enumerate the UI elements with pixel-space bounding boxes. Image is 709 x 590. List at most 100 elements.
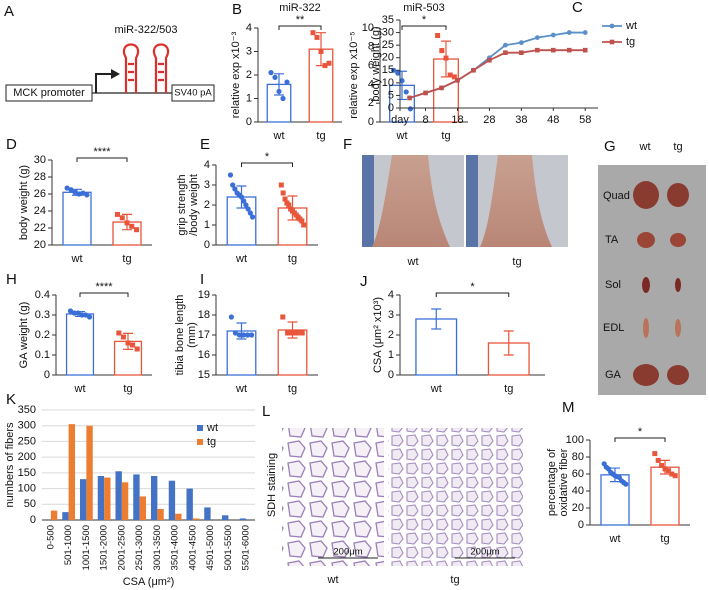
y-axis-label: tibia bone length xyxy=(174,295,186,376)
bar xyxy=(175,513,182,520)
y-tick-label: 4 xyxy=(246,22,252,34)
y-tick-label: 60 xyxy=(572,468,584,480)
hairpin xyxy=(122,43,140,93)
x-tick-label: 1001-1500 xyxy=(81,525,92,570)
y-tick-label: 20 xyxy=(382,52,394,64)
significance-label: * xyxy=(265,151,270,163)
y-axis-label: percentage of xyxy=(546,448,558,516)
row-label: EDL xyxy=(603,322,624,334)
y-tick-label: 0 xyxy=(388,369,394,381)
data-point xyxy=(86,314,93,320)
y-tick-label: 6 xyxy=(368,60,374,72)
x-tick-label: 5001-5500 xyxy=(223,525,234,570)
data-point xyxy=(423,90,428,96)
mirna-label: miR-322/503 xyxy=(115,24,178,36)
y-tick-label: 350 xyxy=(18,404,36,416)
panel-label: K xyxy=(6,391,16,408)
x-tick-label: 4501-5000 xyxy=(205,525,216,570)
photo-panel: L SDH staining 200μm 200μm wt tg xyxy=(262,403,523,586)
bar xyxy=(150,476,158,520)
y-tick-label: 0.1 xyxy=(35,349,50,361)
data-point xyxy=(119,215,125,221)
data-point xyxy=(68,187,74,193)
x-tick-label: tg xyxy=(660,533,669,545)
bar xyxy=(192,518,200,520)
x-tick-label: tg xyxy=(288,253,297,265)
data-point xyxy=(232,186,238,192)
bar xyxy=(50,510,58,520)
y-axis-label: /body weight xyxy=(188,174,200,236)
x-tick-label: tg xyxy=(504,383,513,395)
legend-marker xyxy=(609,39,615,45)
y-tick-label: 5 xyxy=(388,89,394,101)
data-point xyxy=(672,473,678,479)
photo-label: tg xyxy=(450,574,459,586)
row-label: TA xyxy=(605,234,619,246)
data-point xyxy=(268,70,274,76)
chart-title: miR-322 xyxy=(279,2,321,14)
bar xyxy=(62,512,69,520)
bar xyxy=(277,329,308,376)
series-line xyxy=(409,49,586,99)
data-point xyxy=(659,463,665,468)
significance-label: * xyxy=(638,426,643,438)
x-tick-label: wt xyxy=(273,130,285,142)
bar xyxy=(186,488,193,520)
significance-label: * xyxy=(422,14,427,26)
muscle xyxy=(667,183,689,207)
panel-label: J xyxy=(360,273,368,290)
data-point xyxy=(64,185,70,191)
y-tick-label: 1 xyxy=(246,92,252,104)
data-point xyxy=(114,211,120,217)
data-point xyxy=(403,89,409,95)
y-tick-label: 20 xyxy=(34,239,46,251)
tss-arrow xyxy=(95,73,112,93)
photo xyxy=(282,428,384,566)
data-point xyxy=(582,47,588,53)
y-axis-label: relative exp x10⁻⁵ xyxy=(348,31,360,118)
data-point xyxy=(282,196,288,202)
y-tick-label: 28 xyxy=(34,171,46,183)
x-tick-label: 5501-6000 xyxy=(241,525,252,570)
data-point xyxy=(301,222,307,228)
x-tick-label: 501-1000 xyxy=(63,525,74,565)
panel-label: D xyxy=(6,136,17,153)
data-point xyxy=(443,55,449,61)
legend-swatch xyxy=(197,439,203,445)
muscle xyxy=(675,319,681,337)
data-point xyxy=(455,78,460,83)
arrow-head xyxy=(111,69,120,79)
y-tick-label: 0.3 xyxy=(35,309,50,321)
bar xyxy=(157,509,164,520)
data-point xyxy=(249,332,255,338)
y-tick-label: 0 xyxy=(204,239,210,251)
column-label: wt xyxy=(639,141,651,153)
data-point xyxy=(623,481,629,487)
x-axis-label: CSA (μm²) xyxy=(123,576,175,588)
bar xyxy=(139,496,147,520)
data-point xyxy=(272,74,278,80)
data-point xyxy=(280,314,286,320)
x-tick-label: tg xyxy=(123,383,132,395)
significance-label: * xyxy=(470,281,475,293)
muscle xyxy=(633,181,659,209)
data-point xyxy=(125,340,131,346)
data-point xyxy=(535,47,540,53)
y-tick-label: 0 xyxy=(388,102,394,114)
y-tick-label: 1 xyxy=(388,349,394,361)
data-point xyxy=(280,190,286,196)
data-point xyxy=(534,35,540,40)
data-point xyxy=(249,214,256,220)
y-tick-label: 100 xyxy=(566,434,584,446)
bar xyxy=(121,482,129,520)
data-point xyxy=(299,218,305,224)
data-point xyxy=(399,78,405,84)
data-point xyxy=(566,30,572,35)
y-tick-label: 80 xyxy=(572,451,584,463)
data-point xyxy=(550,47,556,53)
x-tick-label: day xyxy=(391,114,409,126)
data-point xyxy=(447,72,453,78)
bar xyxy=(239,518,247,520)
data-point xyxy=(294,330,300,336)
